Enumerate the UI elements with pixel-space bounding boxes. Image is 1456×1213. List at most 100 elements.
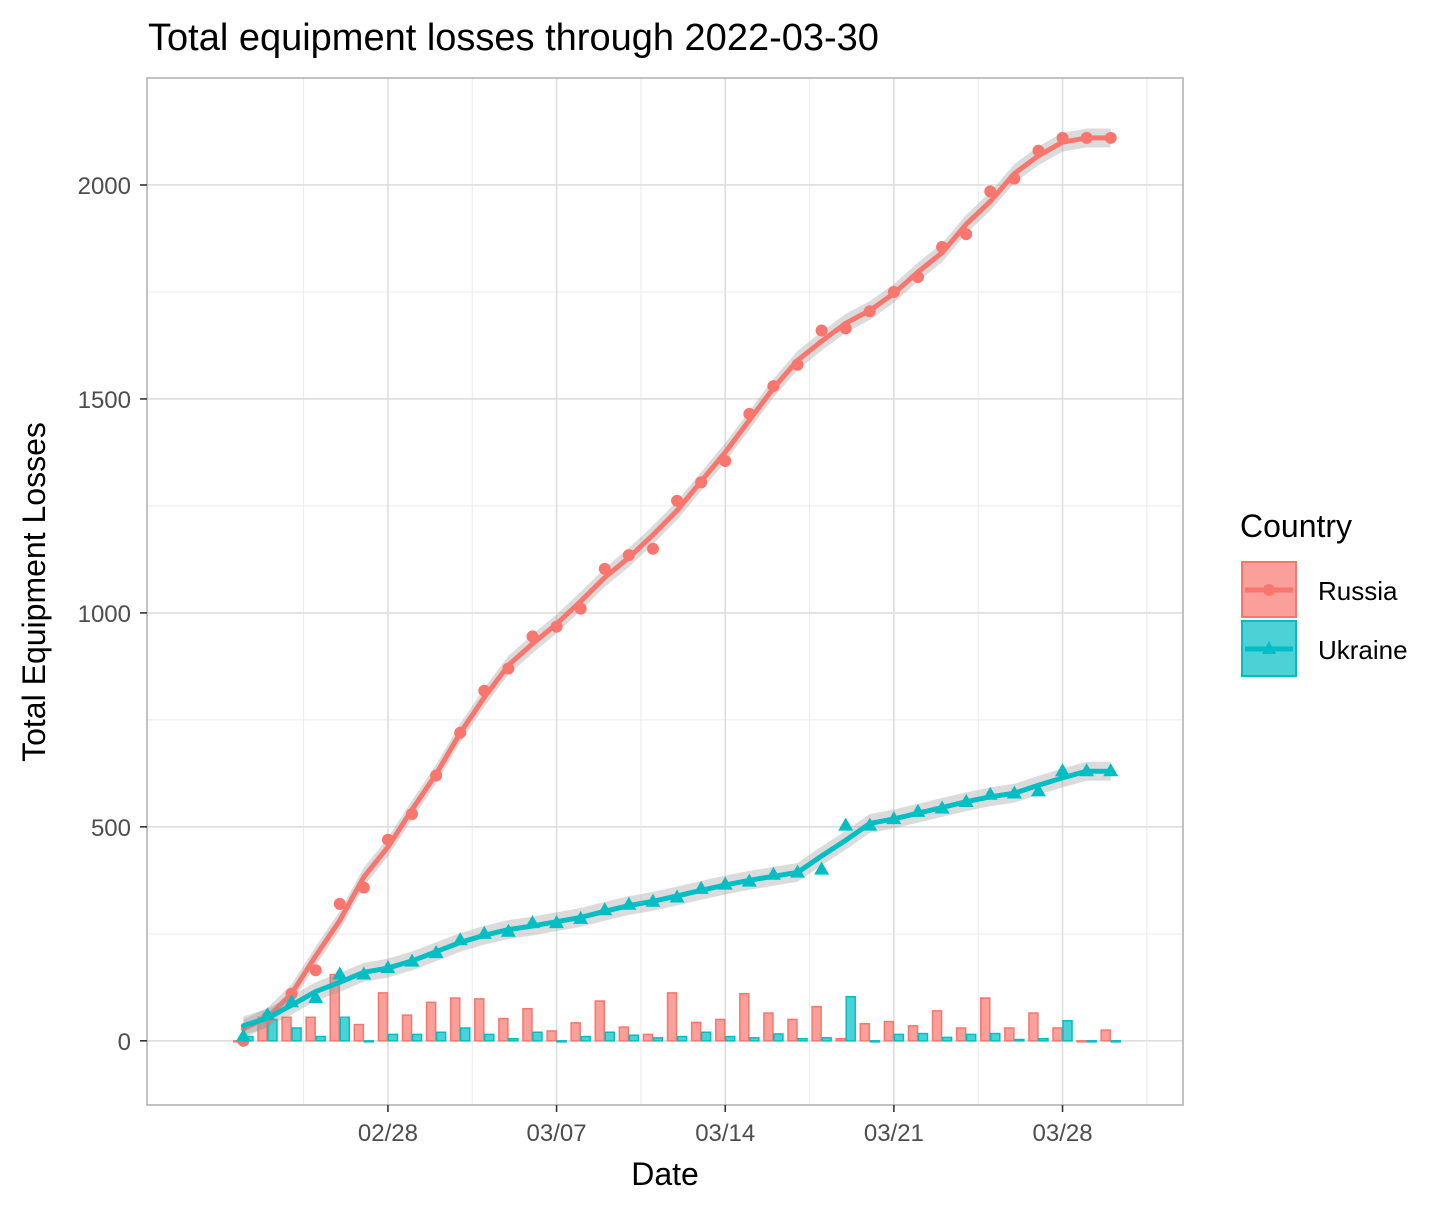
bar-ukraine (1038, 1037, 1049, 1042)
point-russia (911, 270, 924, 283)
bar-russia (883, 1020, 895, 1042)
x-tick-label: 03/14 (695, 1120, 755, 1147)
point-russia (285, 987, 298, 1000)
point-ukraine (862, 817, 878, 831)
bar-ukraine (869, 1040, 881, 1043)
point-ukraine (549, 915, 565, 929)
bar-russia (1100, 1029, 1111, 1042)
chart-title: Total equipment losses through 2022-03-3… (148, 17, 879, 59)
x-tick-label: 03/07 (527, 1120, 587, 1147)
bar-ukraine (724, 1035, 736, 1042)
bar-russia (859, 1022, 871, 1042)
point-ukraine (1103, 763, 1119, 777)
bar-russia (690, 1021, 702, 1042)
bar-russia (498, 1017, 509, 1042)
y-tick-label: 2000 (78, 173, 131, 200)
point-russia (406, 808, 419, 821)
bar-ukraine (700, 1031, 712, 1042)
point-ukraine (1079, 763, 1095, 777)
bar-russia (1052, 1027, 1063, 1042)
bar-ukraine (990, 1032, 1001, 1042)
point-russia (1104, 131, 1117, 144)
point-russia (815, 324, 828, 337)
bar-russia (763, 1012, 774, 1042)
bar-russia (425, 1001, 437, 1042)
bar-ukraine (387, 1033, 399, 1042)
bar-ukraine (532, 1031, 543, 1042)
bar-ukraine (1110, 1040, 1121, 1043)
legend-title: Country (1240, 508, 1352, 544)
bar-ukraine (821, 1037, 832, 1042)
bar-russia (377, 992, 389, 1042)
point-ukraine (356, 966, 372, 980)
bar-russia (546, 1030, 557, 1042)
y-tick-label: 500 (91, 815, 131, 842)
point-russia (984, 185, 997, 198)
bar-ukraine (676, 1035, 688, 1042)
bar-ukraine (291, 1027, 302, 1042)
point-ukraine (284, 994, 300, 1008)
point-russia (430, 769, 443, 782)
point-ukraine (910, 803, 926, 817)
bar-ukraine (604, 1031, 616, 1042)
bar-ukraine (459, 1027, 471, 1042)
bar-ukraine (556, 1040, 567, 1043)
bar-ukraine (484, 1033, 495, 1042)
panel-border (146, 77, 1184, 1106)
point-russia (863, 305, 876, 318)
y-axis-title: Total Equipment Losses (16, 422, 52, 762)
x-axis-title: Date (631, 1156, 699, 1192)
point-ukraine (452, 932, 468, 946)
bar-russia (739, 992, 750, 1042)
point-russia (478, 684, 491, 697)
panel-background (147, 78, 1183, 1105)
point-russia (550, 620, 563, 633)
bar-ukraine (435, 1031, 447, 1042)
point-russia (309, 964, 322, 977)
bar-ukraine (339, 1016, 350, 1042)
bar-ukraine (580, 1035, 591, 1042)
legend-key-russia (1241, 561, 1297, 618)
point-russia (1056, 131, 1069, 144)
bar-ukraine (773, 1033, 784, 1042)
point-russia (791, 358, 804, 371)
point-russia (381, 833, 394, 846)
point-ukraine (717, 876, 733, 890)
bar-russia (594, 1000, 606, 1042)
bar-russia (618, 1026, 630, 1042)
x-tick-label: 02/28 (358, 1120, 418, 1147)
bar-ukraine (652, 1037, 664, 1042)
point-ukraine (886, 811, 902, 825)
point-ukraine (621, 896, 637, 910)
bar-russia (980, 997, 991, 1042)
point-russia (502, 662, 515, 675)
point-russia (1032, 144, 1045, 157)
point-ukraine (476, 925, 492, 939)
point-russia (574, 602, 587, 615)
point-ukraine (934, 800, 950, 814)
point-ukraine (765, 866, 781, 880)
x-tick-label: 03/21 (864, 1120, 924, 1147)
legend: Country Russia Ukraine (1240, 508, 1408, 677)
bar-russia (401, 1014, 413, 1042)
bar-russia (714, 1018, 726, 1042)
point-ukraine (380, 960, 396, 974)
bar-ukraine (965, 1033, 977, 1042)
point-ukraine (958, 794, 974, 808)
legend-label-ukraine: Ukraine (1318, 635, 1408, 665)
bar-ukraine (1062, 1019, 1073, 1042)
bar-russia (522, 1007, 533, 1042)
point-russia (1008, 172, 1021, 185)
y-tick-label: 1500 (78, 387, 131, 414)
point-russia (526, 630, 539, 643)
point-russia (695, 476, 708, 489)
point-ukraine (1055, 763, 1071, 777)
bar-russia (955, 1027, 967, 1042)
point-ukraine (597, 902, 613, 916)
point-ukraine (645, 893, 661, 907)
point-russia (936, 241, 949, 254)
point-russia (1080, 131, 1093, 144)
bar-russia (1028, 1012, 1039, 1042)
bar-russia (570, 1022, 581, 1042)
bar-ukraine (411, 1033, 423, 1042)
